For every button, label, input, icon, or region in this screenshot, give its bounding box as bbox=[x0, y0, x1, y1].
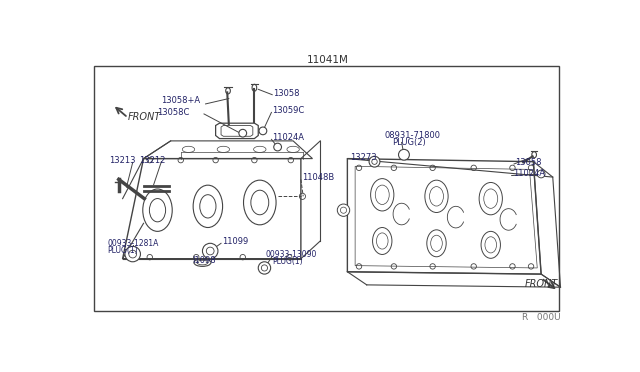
Text: PLUG(1): PLUG(1) bbox=[272, 257, 303, 266]
Text: 13058: 13058 bbox=[516, 158, 542, 167]
Text: 13058C: 13058C bbox=[157, 108, 190, 117]
Text: 00933-13090: 00933-13090 bbox=[266, 250, 317, 259]
Circle shape bbox=[259, 262, 271, 274]
Circle shape bbox=[274, 143, 282, 151]
Circle shape bbox=[239, 129, 246, 137]
Text: PLUG(1): PLUG(1) bbox=[107, 246, 138, 255]
Text: I1098: I1098 bbox=[193, 256, 216, 265]
Circle shape bbox=[399, 150, 410, 160]
Bar bbox=[94, 66, 559, 311]
Circle shape bbox=[337, 204, 349, 217]
Text: 11024A: 11024A bbox=[513, 170, 545, 179]
Text: 13212: 13212 bbox=[139, 155, 165, 165]
Circle shape bbox=[125, 246, 140, 262]
Text: FRONT: FRONT bbox=[128, 112, 161, 122]
Text: 08931-71800: 08931-71800 bbox=[385, 131, 440, 140]
Circle shape bbox=[369, 156, 380, 167]
Text: R   000U: R 000U bbox=[522, 313, 561, 322]
Text: 13059C: 13059C bbox=[272, 106, 305, 115]
Circle shape bbox=[202, 243, 218, 259]
Text: 11024A: 11024A bbox=[272, 133, 304, 142]
Text: 11041M: 11041M bbox=[307, 55, 349, 65]
Text: 13213: 13213 bbox=[109, 156, 136, 166]
Text: 00933-1281A: 00933-1281A bbox=[107, 239, 159, 248]
Text: FRONT: FRONT bbox=[525, 279, 558, 289]
Text: 13058: 13058 bbox=[273, 89, 300, 97]
Circle shape bbox=[537, 170, 545, 178]
Circle shape bbox=[259, 127, 267, 135]
Text: 13273: 13273 bbox=[349, 153, 376, 161]
Text: PLUG(2): PLUG(2) bbox=[392, 138, 426, 147]
Text: 11099: 11099 bbox=[222, 237, 248, 246]
Text: 11048B: 11048B bbox=[301, 173, 334, 182]
Text: 13058+A: 13058+A bbox=[161, 96, 200, 105]
